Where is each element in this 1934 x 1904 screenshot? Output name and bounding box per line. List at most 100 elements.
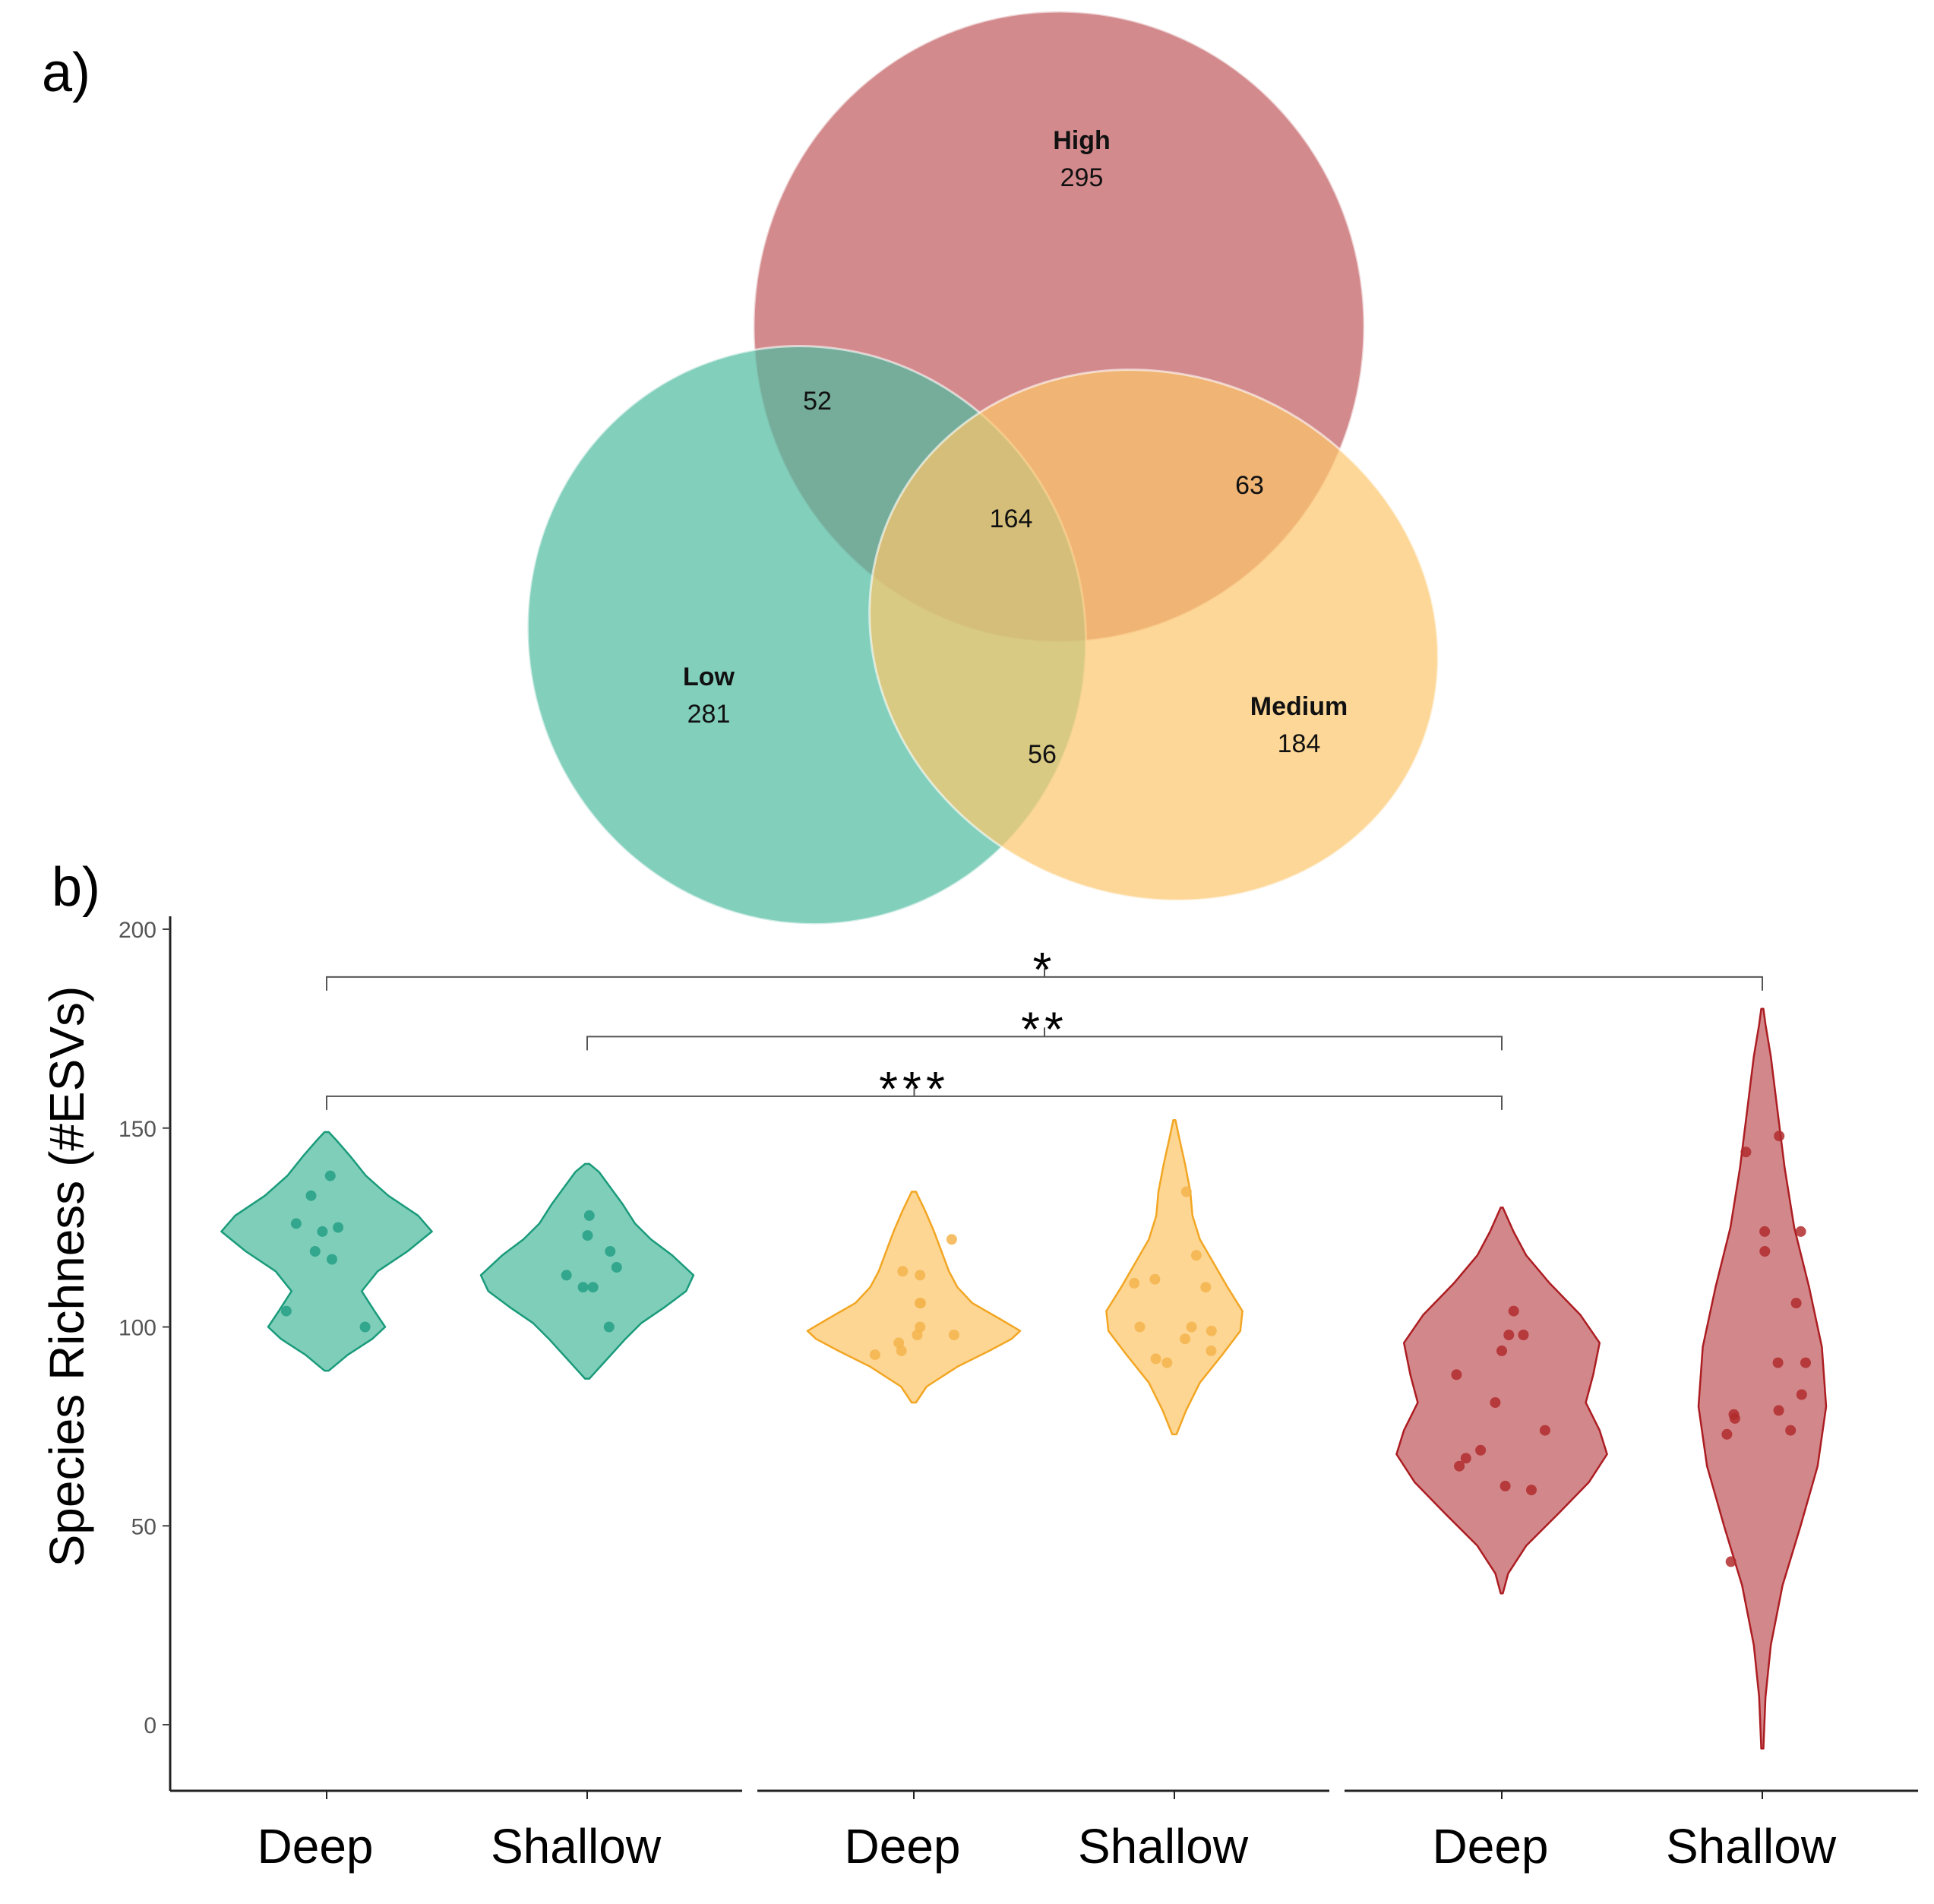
- data-point: [1161, 1357, 1173, 1368]
- data-point: [1728, 1409, 1740, 1420]
- venn-count-medium: 184: [1278, 729, 1321, 758]
- data-point: [1200, 1282, 1212, 1293]
- data-point: [1186, 1321, 1197, 1333]
- violin-shape: [806, 1191, 1022, 1404]
- venn-label-medium: Medium: [1250, 692, 1348, 721]
- data-point: [1725, 1556, 1736, 1567]
- data-point: [1796, 1389, 1807, 1400]
- x-tick-label: Shallow: [1078, 1819, 1249, 1874]
- data-point: [1180, 1333, 1191, 1345]
- data-point: [603, 1321, 615, 1333]
- data-point: [897, 1266, 909, 1277]
- x-tick-label: Deep: [1433, 1819, 1549, 1874]
- data-point: [317, 1226, 328, 1237]
- data-point: [1150, 1353, 1161, 1365]
- data-point: [280, 1305, 292, 1317]
- data-point: [1795, 1226, 1806, 1237]
- data-point: [1454, 1460, 1465, 1472]
- venn-count-high: 295: [1060, 163, 1104, 192]
- venn-count-all: 164: [990, 504, 1033, 533]
- data-point: [1740, 1147, 1752, 1158]
- x-tick-label: Deep: [258, 1819, 374, 1874]
- venn-count-low: 281: [687, 700, 731, 729]
- data-point: [1134, 1321, 1146, 1333]
- data-point: [1800, 1357, 1811, 1368]
- y-tick-label: 100: [119, 1316, 156, 1341]
- data-point: [324, 1170, 336, 1181]
- data-point: [587, 1282, 599, 1293]
- data-point: [948, 1330, 959, 1340]
- significance-brackets: ******: [326, 942, 1763, 1116]
- data-point: [893, 1337, 905, 1349]
- data-point: [1475, 1444, 1487, 1456]
- data-point: [912, 1330, 923, 1340]
- y-tick-label: 50: [131, 1514, 156, 1539]
- data-point: [1774, 1131, 1785, 1142]
- comparison-bracket: [326, 967, 1763, 991]
- data-point: [309, 1246, 321, 1257]
- venn-count-high-medium: 63: [1235, 471, 1264, 500]
- data-point: [1526, 1485, 1537, 1496]
- panel-a-label: a): [42, 43, 90, 103]
- y-tick-label: 0: [144, 1713, 156, 1738]
- data-point: [290, 1218, 302, 1229]
- data-point: [1460, 1453, 1471, 1464]
- x-tick-label: Shallow: [1666, 1819, 1837, 1874]
- violin-shape: [1697, 1007, 1828, 1750]
- data-point: [1790, 1298, 1802, 1309]
- data-point: [1496, 1345, 1507, 1356]
- violins: [220, 1007, 1828, 1750]
- data-point: [1773, 1405, 1784, 1416]
- data-point: [359, 1321, 371, 1333]
- venn-label-low: Low: [683, 663, 735, 691]
- data-point: [1149, 1273, 1161, 1285]
- significance-label: *: [1033, 942, 1057, 997]
- venn-label-high: High: [1053, 126, 1111, 155]
- panel-b-label: b): [52, 857, 100, 918]
- data-point: [327, 1254, 337, 1265]
- data-point: [582, 1230, 593, 1241]
- violin-chart: Species Richness (#ESVs) 0 50 100 150 200 De…: [40, 916, 1918, 1874]
- venn-count-high-low: 52: [803, 387, 832, 416]
- venn-circle-medium: [868, 368, 1439, 902]
- venn-circles: [526, 10, 1439, 926]
- data-point: [1499, 1480, 1511, 1491]
- comparison-bracket: [586, 1027, 1503, 1051]
- x-tick-label: Shallow: [491, 1819, 662, 1874]
- data-point: [1759, 1246, 1771, 1257]
- data-point: [561, 1270, 572, 1281]
- data-point: [1206, 1345, 1217, 1356]
- y-axis-ticks: 0 50 100 150 200: [119, 918, 170, 1738]
- significance-label: **: [1021, 1001, 1068, 1056]
- y-tick-label: 150: [119, 1117, 156, 1142]
- violin-shape: [1395, 1207, 1608, 1595]
- data-point: [333, 1222, 344, 1233]
- x-tick-label: Deep: [845, 1819, 961, 1874]
- data-point: [1490, 1397, 1501, 1408]
- data-point: [1129, 1277, 1140, 1289]
- data-point: [1772, 1357, 1784, 1368]
- comparison-bracket: [326, 1086, 1503, 1110]
- data-point: [305, 1190, 317, 1201]
- data-point: [605, 1246, 616, 1257]
- data-point: [1508, 1305, 1519, 1317]
- data-point: [1190, 1250, 1202, 1261]
- data-point: [1518, 1330, 1529, 1340]
- data-point: [1206, 1325, 1217, 1336]
- data-point: [1451, 1369, 1462, 1381]
- data-point: [1539, 1425, 1550, 1436]
- data-point: [915, 1270, 926, 1281]
- venn-count-low-medium: 56: [1028, 740, 1057, 769]
- data-point: [611, 1262, 622, 1273]
- violin-shape: [479, 1162, 695, 1380]
- violin-shape: [1105, 1119, 1244, 1436]
- significance-label: ***: [879, 1061, 950, 1116]
- data-point: [946, 1234, 957, 1245]
- data-point: [869, 1349, 880, 1361]
- y-tick-label: 200: [119, 918, 156, 943]
- data-point: [915, 1321, 926, 1333]
- data-point: [915, 1298, 926, 1309]
- data-point: [1759, 1226, 1771, 1237]
- violin-shape: [220, 1131, 433, 1372]
- data-point: [1721, 1428, 1733, 1440]
